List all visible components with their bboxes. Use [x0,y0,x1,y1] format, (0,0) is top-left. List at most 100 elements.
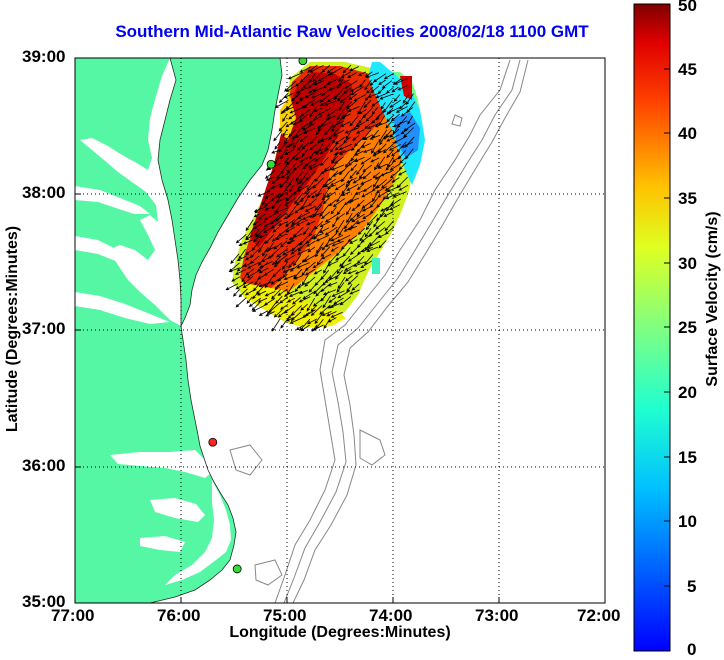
velocity-vector [351,213,365,223]
velocity-vector [400,142,413,148]
velocity-vector [381,178,393,189]
velocity-vector [377,233,387,238]
velocity-vector [320,246,331,257]
velocity-vector [285,120,295,128]
velocity-vector [340,239,351,250]
velocity-vector [347,253,360,262]
velocity-vector [297,248,310,255]
y-tick-label: 38:00 [22,183,66,202]
velocity-vector [277,309,289,318]
velocity-vector [264,233,275,245]
velocity-vector [354,150,364,156]
velocity-vector [352,176,365,184]
velocity-vector [385,162,394,171]
velocity-vector [243,261,255,267]
colorbar-tick-label: 25 [678,318,697,337]
velocity-vector [257,297,268,303]
velocity-vector [340,71,352,79]
velocity-vector [235,297,247,308]
velocity-vector [366,240,380,249]
velocity-vector [312,296,325,307]
velocity-vector [331,290,345,297]
velocity-vector [302,162,310,170]
velocity-vector [235,233,247,244]
velocity-vector [299,134,309,143]
velocity-vector [400,128,409,135]
velocity-vector [377,191,388,198]
velocity-vector [340,121,351,127]
velocity-vector [378,79,386,86]
velocity-vector [310,305,323,317]
velocity-vector [373,218,380,228]
velocity-vector [307,246,316,253]
velocity-vector [332,198,345,208]
velocity-vector [286,162,297,174]
velocity-vector [339,93,352,104]
velocity-vector [378,240,387,249]
velocity-vector [383,211,394,217]
velocity-vector [351,205,360,212]
velocity-vector [315,128,322,136]
velocity-vector [365,221,373,231]
velocity-vector [317,136,325,144]
velocity-vector [351,283,360,291]
velocity-vector [246,296,253,304]
velocity-vector [306,318,318,325]
velocity-vector [403,127,415,138]
velocity-vector [287,72,303,80]
y-tick-label: 35:00 [22,592,66,611]
velocity-vector [346,207,352,216]
velocity-vector [354,268,367,275]
velocity-vector [242,239,254,245]
velocity-vector [296,197,304,207]
velocity-vector [356,255,365,265]
velocity-vector [391,177,400,183]
velocity-vector [393,94,401,102]
velocity-vector [366,214,378,226]
velocity-vector [264,246,275,252]
velocity-vector [323,100,336,106]
velocity-vector [329,164,337,171]
velocity-vector [399,156,407,164]
velocity-vector [262,197,268,206]
velocity-vector [299,67,311,73]
velocity-vector [331,155,338,165]
velocity-vector [336,204,345,216]
velocity-vector [288,233,303,240]
velocity-vector [402,94,409,104]
velocity-vector [297,211,311,219]
velocity-vector [346,177,357,184]
coverage-red-strip [400,76,412,100]
velocity-vector [256,290,267,296]
velocity-vector [382,134,392,140]
velocity-vector [270,276,283,285]
velocity-vector [332,129,345,137]
velocity-vector [338,101,345,111]
velocity-vector [285,317,295,322]
velocity-vector [337,290,351,299]
velocity-vector [372,172,380,179]
velocity-vector [309,64,324,73]
velocity-vector [398,162,407,171]
velocity-vector [234,269,247,275]
velocity-vector [283,274,297,280]
velocity-vector [253,234,261,243]
velocity-vector [308,162,323,170]
velocity-vector [248,297,262,307]
velocity-vector [299,171,309,185]
velocity-vector [389,99,402,108]
x-tick-label: 75:00 [263,606,307,625]
velocity-vector [307,86,318,94]
velocity-vector [310,99,322,106]
velocity-vector [292,136,301,149]
velocity-vector [330,234,344,242]
velocity-vector [272,226,281,233]
velocity-vector [398,170,407,176]
velocity-vector [294,156,304,161]
velocity-vector [244,254,254,261]
velocity-vector [271,255,282,266]
velocity-vector [283,254,296,262]
velocity-vector [323,318,331,330]
velocity-vector [302,122,317,131]
velocity-vector [279,178,289,188]
